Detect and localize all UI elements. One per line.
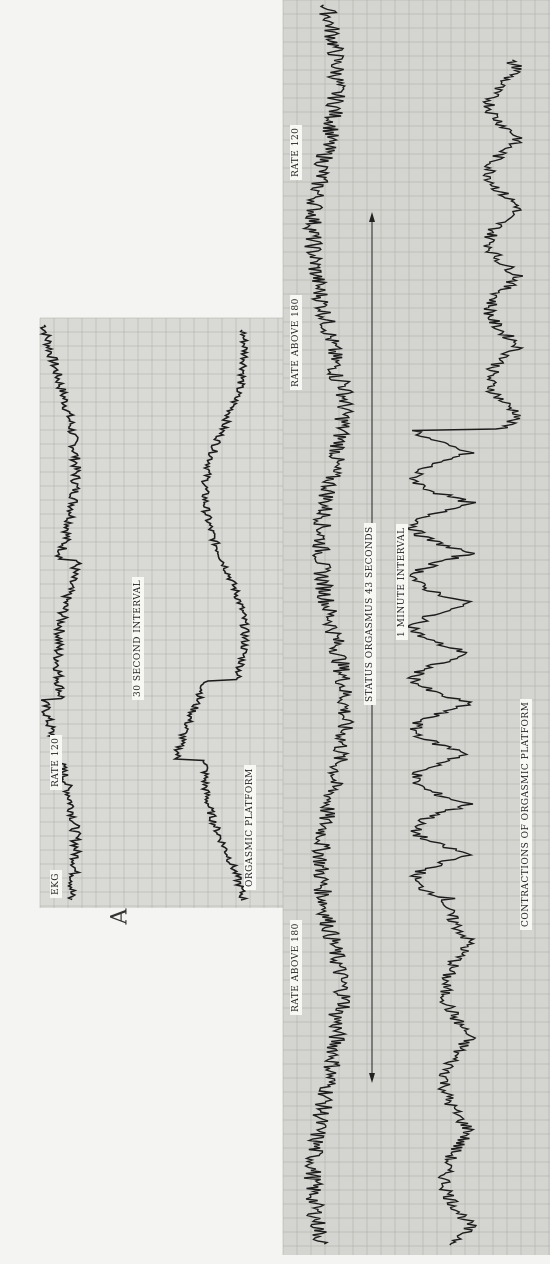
panel-b-interval-label: 1 MINUTE INTERVAL	[396, 524, 408, 640]
panel-a-ekg-trace	[39, 324, 84, 901]
panel-b-ekg-trace	[301, 4, 355, 1245]
panel-b-status-label: STATUS ORGASMUS 43 SECONDS	[364, 523, 376, 705]
panel-b-contraction-trace	[405, 59, 525, 1246]
interval-arrow-head-top	[369, 212, 375, 222]
panel-a-platform-path	[172, 329, 251, 901]
panel-a-letter: A	[107, 908, 133, 925]
panel-a-platform-trace	[172, 329, 251, 901]
panel-b-rate-above-upper-label: RATE ABOVE 180	[290, 295, 302, 390]
interval-arrow-head-bottom	[369, 1073, 375, 1083]
panel-b-ekg-path	[301, 4, 355, 1245]
panel-a-ekg-path	[39, 324, 84, 901]
panel-b-contractions-label: CONTRACTIONS OF ORGASMIC PLATFORM	[520, 698, 532, 930]
panel-a-ekg-label: EKG	[50, 870, 62, 898]
panel-a-rate-label: RATE 120	[50, 734, 62, 790]
panel-b-contraction-path	[405, 59, 525, 1246]
panel-a-interval-label: 30 SECOND INTERVAL	[132, 576, 144, 700]
panel-b-rate-top-label: RATE 120	[290, 124, 302, 180]
panel-a-platform-label: ORGASMIC PLATFORM	[244, 765, 256, 890]
panel-b-rate-above-lower-label: RATE ABOVE 180	[290, 920, 302, 1015]
